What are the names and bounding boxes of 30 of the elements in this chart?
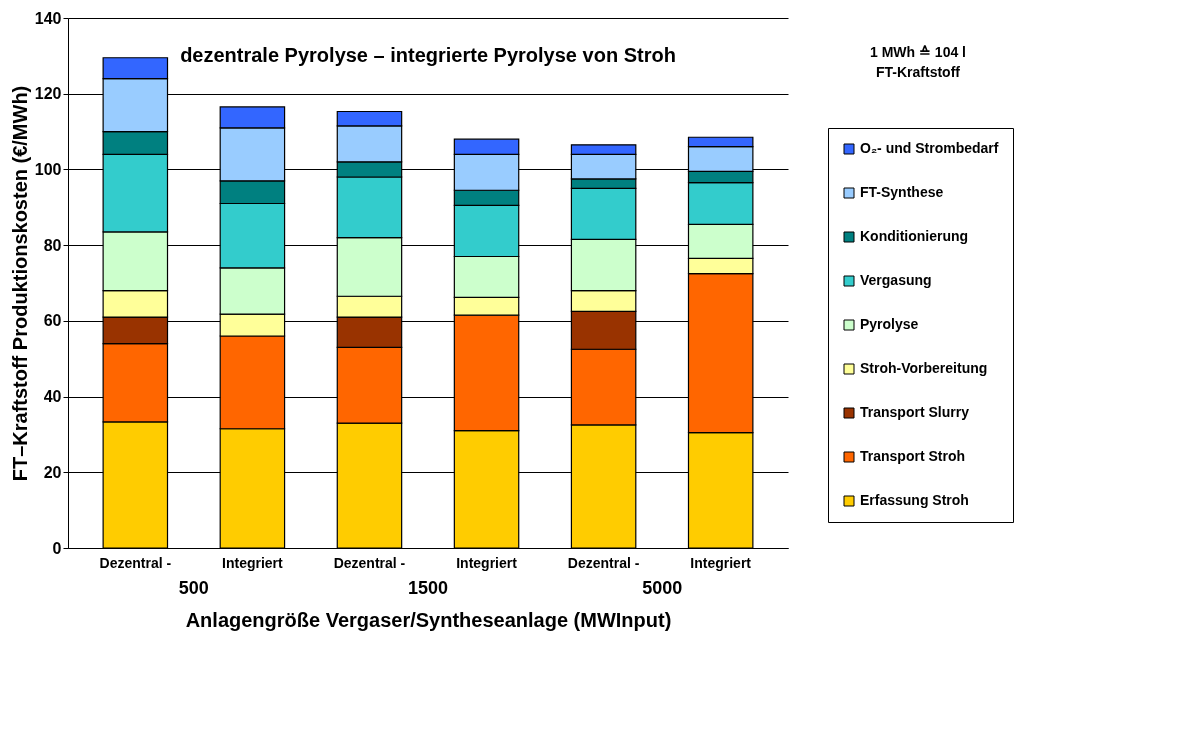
legend-label: Vergasung (860, 272, 932, 288)
y-tick-label: 80 (43, 236, 62, 254)
y-tick-label: 40 (43, 388, 62, 406)
x-axis-title: Anlagengröße Vergaser/Syntheseanlage (MWInput) (185, 608, 672, 631)
x-tick-label: Dezentral - (567, 554, 640, 571)
legend-label: Erfassung Stroh (860, 492, 969, 508)
text: 1 MWh ≙ 104 l FT-Kraftstoff (869, 44, 967, 80)
legend-label: Transport Stroh (860, 448, 966, 464)
y-tick-label: 0 (52, 539, 62, 557)
legend-label: O₂- und Strombedarf (860, 140, 999, 156)
legend-label: Pyrolyse (860, 316, 919, 332)
x-tick-label: Dezentral - (333, 554, 406, 571)
x-tick-label: Dezentral - (99, 554, 172, 571)
y-tick-label: 120 (34, 85, 62, 103)
text: 5000 (642, 578, 683, 598)
legend-label: FT-Synthese (860, 184, 944, 200)
text: 1500 (407, 578, 449, 598)
y-axis-title: FT–Kraftstoff Produktionskosten (€/MWh) (8, 85, 31, 482)
y-tick-label: 140 (34, 9, 62, 27)
legend-label: Transport Slurry (860, 404, 970, 420)
y-tick-label: 20 (43, 463, 62, 481)
legend-label: Stroh-Vorbereitung (860, 360, 988, 376)
text: dezentrale Pyrolyse – integrierte Pyrolyse von Stroh (180, 44, 676, 66)
x-tick-label: Integriert (456, 554, 518, 571)
y-tick-label: 100 (34, 160, 62, 178)
x-tick-label: Integriert (690, 554, 752, 571)
x-tick-label: Integriert (222, 554, 284, 571)
text: 500 (178, 578, 209, 598)
legend-label: Konditionierung (860, 228, 969, 244)
y-tick-label: 60 (43, 312, 62, 330)
